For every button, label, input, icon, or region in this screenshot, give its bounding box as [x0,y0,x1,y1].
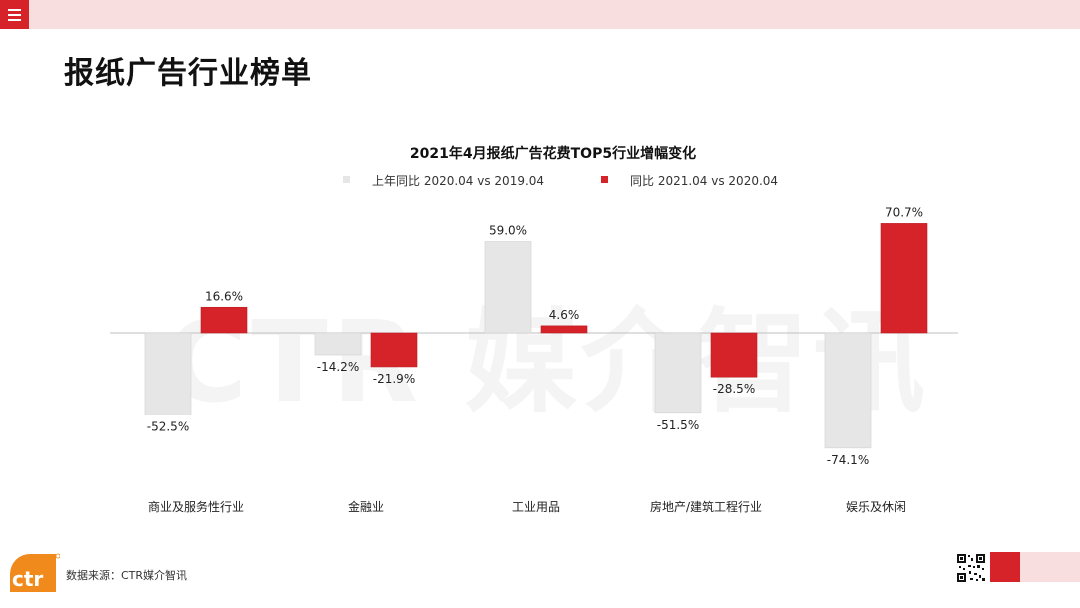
logo-text: ctr [12,567,43,591]
top-banner [0,0,1080,29]
legend-swatch-2 [601,176,608,183]
data-label-s1-5: -74.1% [827,453,869,467]
category-label-1: 商业及服务性行业 [148,499,244,514]
category-label-5: 娱乐及休闲 [846,500,906,514]
bar-s1-4 [654,332,702,414]
legend-swatch-1 [343,176,350,183]
bar-s1-1 [144,332,192,415]
menu-button[interactable] [0,0,29,29]
ctr-logo-icon: ctr [10,553,60,592]
page-title: 报纸广告行业榜单 [64,56,312,91]
bar-s2-2 [370,332,418,368]
legend-label-2: 同比 2021.04 vs 2020.04 [630,174,778,188]
data-label-s1-1: -52.5% [147,419,189,433]
bar-s1-2 [314,332,362,356]
category-label-4: 房地产/建筑工程行业 [650,499,762,514]
legend-label-1: 上年同比 2020.04 vs 2019.04 [372,174,544,188]
data-label-s1-4: -51.5% [657,418,699,432]
category-label-3: 工业用品 [512,500,560,514]
qr-code-icon [956,553,986,583]
bar-s2-4 [710,332,758,378]
data-label-s2-3: 4.6% [549,308,580,322]
data-label-s2-1: 16.6% [205,289,243,303]
corner-decoration-light [1020,552,1080,582]
data-label-s2-4: -28.5% [713,382,755,396]
bar-s2-3 [540,325,588,334]
bar-s1-5 [824,332,872,449]
chart-title: 2021年4月报纸广告花费TOP5行业增幅变化 [410,145,696,162]
data-label-s2-5: 70.7% [885,205,923,219]
data-label-s1-2: -14.2% [317,360,359,374]
bar-s1-3 [484,241,532,334]
data-label-s2-2: -21.9% [373,372,415,386]
corner-decoration-dark [990,552,1020,582]
hamburger-line [8,19,21,21]
bar-s2-1 [200,306,248,334]
category-label-2: 金融业 [348,499,384,514]
data-label-s1-3: 59.0% [489,224,527,238]
bar-s2-5 [880,223,928,334]
hamburger-menu-icon [8,9,21,11]
hamburger-line [8,14,21,16]
data-source-label: 数据来源：CTR媒介智讯 [66,569,188,582]
